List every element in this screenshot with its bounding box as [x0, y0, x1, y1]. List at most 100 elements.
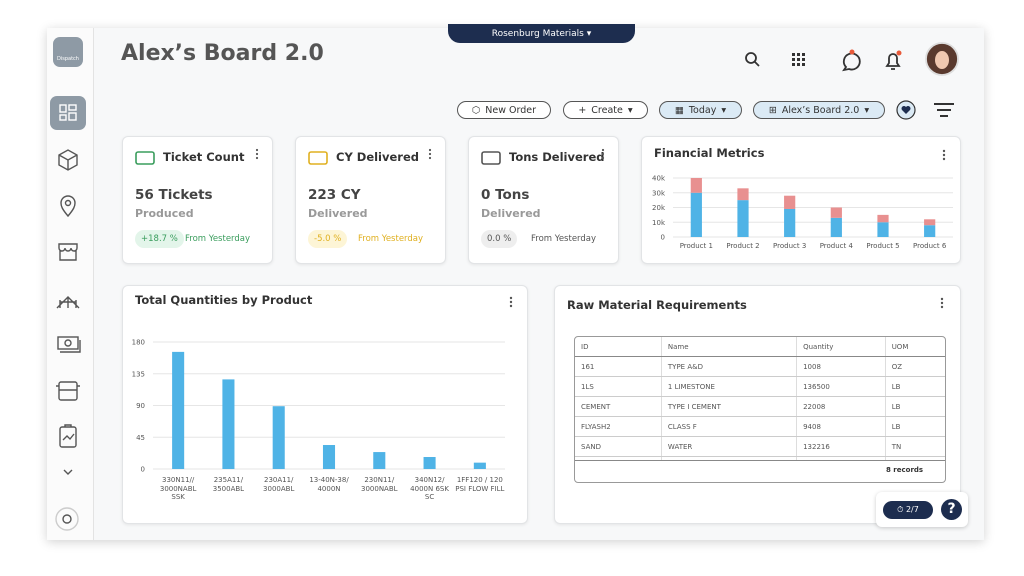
kpi-menu[interactable] [254, 148, 260, 160]
y-tick-label: 45 [136, 434, 145, 442]
y-tick-label: 40k [652, 175, 666, 183]
apps-icon[interactable] [792, 53, 805, 66]
kpi-note: From Yesterday [185, 234, 251, 244]
chart: Total Quantities by Product 0 45 90 135 180 [132, 293, 513, 474]
date-button[interactable]: ▦ Today ▾ [659, 101, 742, 119]
location-selector[interactable]: Rosenburg Materials ▾ [448, 24, 635, 43]
chart: Financial Metrics 0 10k 20k 30k 40k Product 1 P… [652, 146, 953, 250]
card-menu[interactable] [942, 149, 946, 161]
bar [473, 462, 486, 469]
bar [423, 457, 436, 469]
menu-dot [942, 157, 946, 161]
kpi-change: +18.7 % [135, 230, 184, 248]
y-tick-label: 90 [136, 402, 145, 410]
kpi-value: 56 Tickets [135, 187, 213, 203]
nav-money[interactable] [57, 336, 79, 350]
avatar[interactable] [925, 42, 959, 76]
header-row: ID Name Quantity UOM [575, 337, 945, 357]
kpi-card: CY Delivered 223 CY Delivered -5.0 % From Ye… [295, 136, 446, 264]
column-header: Quantity [796, 337, 886, 357]
table-cell: FLYASH2 [575, 416, 662, 437]
table-cell: 132216 [796, 436, 886, 457]
kpi-label: Produced [135, 207, 194, 220]
table-cell: CEMENT [575, 396, 662, 417]
step-text: 2/7 [905, 505, 919, 514]
card-menu[interactable] [939, 296, 945, 310]
x-tick-label: 1FF120 / 120 PSI FLOW FILL [455, 476, 505, 493]
nav-plant[interactable] [56, 296, 80, 309]
nav-truck[interactable] [58, 381, 78, 401]
nav-dashboard[interactable] [50, 96, 86, 130]
x-tick-label: 235A11/ 3500ABL [212, 476, 245, 493]
table-row: CEMENT TYPE I CEMENT 22008 LB [575, 396, 945, 417]
nav-products[interactable] [58, 149, 78, 171]
kpi-label: Delivered [308, 207, 368, 220]
location-name: Rosenburg Materials [491, 29, 584, 39]
search-icon[interactable] [745, 52, 760, 67]
table-frame: ID Name Quantity UOM 161 TYPE A&D 1008 OZ 1LS 1 L… [574, 336, 946, 483]
page-title: Alex’s Board 2.0 [121, 41, 324, 66]
table-cell: TYPE A&D [660, 356, 797, 377]
table-cell: 1008 [796, 456, 886, 460]
chart-title: Financial Metrics [654, 146, 765, 160]
table-cell: TYPE A&D [660, 456, 797, 460]
table-row: FLYASH2 CLASS F 9408 LB [575, 416, 945, 437]
logo[interactable]: Dispatch [53, 37, 83, 67]
x-tick-label: Product 5 [866, 242, 899, 250]
button-label: Alex’s Board 2.0 [781, 104, 860, 116]
table-cell: 9408 [796, 416, 886, 437]
bar [272, 406, 285, 469]
kpi-title: Tons Delivered [509, 150, 605, 164]
table-cell: WATER [660, 436, 797, 457]
bar-segment [690, 192, 702, 237]
nav-more[interactable] [63, 469, 73, 475]
bar-segment [830, 207, 842, 218]
table-cell: TYPE I CEMENT [660, 396, 797, 417]
nav-reports[interactable] [59, 426, 77, 448]
new-order-button[interactable]: ⬡ New Order [457, 101, 551, 119]
table-cell: TN [884, 436, 945, 457]
table-scroll: ID Name Quantity UOM 161 TYPE A&D 1008 OZ 1LS 1 L… [575, 337, 945, 460]
icon-shape [135, 151, 155, 165]
kpi-value: 223 CY [308, 187, 361, 203]
board-button[interactable]: ⊞ Alex’s Board 2.0 ▾ [753, 101, 885, 119]
help-button[interactable]: ? [941, 499, 962, 520]
y-tick-label: 0 [661, 234, 665, 242]
bar-segment [737, 200, 749, 237]
nav-store[interactable] [58, 243, 78, 261]
menu-dot [509, 304, 513, 308]
column-header: ID [575, 337, 662, 357]
kpi-menu[interactable] [600, 148, 606, 160]
button-label: New Order [485, 104, 537, 116]
table-cell: SAND [575, 436, 662, 457]
create-button[interactable]: + Create ▾ [563, 101, 648, 119]
table-cell: LB [884, 396, 945, 417]
x-tick-label: 13-40N-38/ 4000N [309, 476, 349, 493]
nav-map[interactable] [60, 195, 76, 218]
kpi-note: From Yesterday [531, 234, 597, 244]
card-menu[interactable] [509, 296, 513, 308]
kpi-value: 0 Tons [481, 187, 530, 203]
logo-text: Dispatch [57, 56, 79, 62]
bar-segment [830, 217, 842, 237]
y-tick-label: 10k [652, 219, 666, 227]
menu-dot [509, 300, 513, 304]
bar-segment [924, 225, 936, 237]
x-tick-label: Product 6 [913, 242, 947, 250]
chat-icon[interactable] [842, 49, 861, 72]
table-cell: OZ [884, 356, 945, 377]
kpi-icon [135, 151, 155, 165]
filter-button[interactable] [934, 103, 954, 117]
bar-segment [690, 178, 702, 193]
kpi-menu[interactable] [427, 148, 433, 160]
y-tick-label: 180 [132, 339, 145, 347]
tour-step[interactable]: ⏱ 2/7 [883, 501, 933, 519]
settings[interactable] [55, 507, 79, 531]
bar-segment [877, 222, 889, 237]
sidebar-icons [50, 96, 86, 531]
bell-icon[interactable] [885, 50, 902, 70]
quantities-card: Total Quantities by Product 0 45 90 135 180 33… [122, 285, 528, 524]
bar [322, 445, 336, 469]
sidebar: Dispatch [47, 28, 94, 540]
kpi-change: 0.0 % [481, 230, 518, 248]
